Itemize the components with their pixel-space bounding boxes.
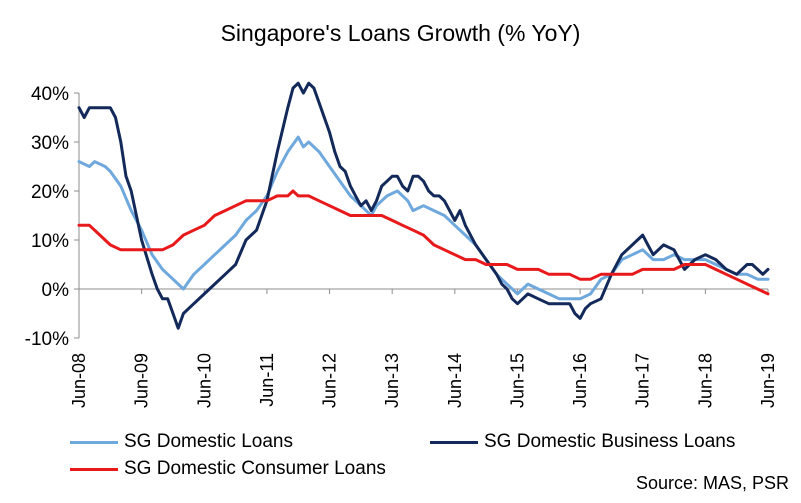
x-tick-label: Jun-15 bbox=[507, 353, 527, 408]
y-tick-label: 40% bbox=[31, 84, 69, 105]
legend-swatch-sg-domestic-consumer-loans bbox=[70, 467, 118, 471]
x-tick-label: Jun-10 bbox=[194, 353, 214, 408]
source-note: Source: MAS, PSR bbox=[635, 473, 789, 493]
x-tick-label: Jun-11 bbox=[257, 353, 277, 407]
series-line-sg-domestic-business-loans bbox=[77, 81, 770, 330]
legend-label-sg-domestic-consumer-loans: SG Domestic Consumer Loans bbox=[124, 458, 386, 479]
legend-item-sg-domestic-loans: SG Domestic Loans bbox=[70, 431, 293, 453]
series-line-sg-domestic-loans bbox=[77, 135, 770, 301]
legend-label-sg-domestic-loans: SG Domestic Loans bbox=[124, 431, 293, 452]
legend-swatch-sg-domestic-loans bbox=[70, 440, 118, 444]
x-tick-label: Jun-08 bbox=[69, 353, 89, 408]
legend-item-sg-domestic-business-loans: SG Domestic Business Loans bbox=[430, 431, 735, 453]
y-tick-label: 10% bbox=[31, 231, 69, 252]
chart-series-lines bbox=[77, 81, 770, 330]
y-tick-label: 30% bbox=[31, 133, 69, 154]
x-tick-label: Jun-14 bbox=[445, 353, 465, 408]
legend-swatch-sg-domestic-business-loans bbox=[430, 440, 478, 444]
x-tick-label: Jun-19 bbox=[758, 353, 778, 408]
series-line-sg-domestic-consumer-loans bbox=[77, 189, 770, 296]
x-tick-label: Jun-17 bbox=[633, 353, 653, 408]
x-tick-label: Jun-18 bbox=[695, 353, 715, 408]
x-tick-label: Jun-12 bbox=[320, 353, 340, 408]
x-tick-label: Jun-09 bbox=[132, 353, 152, 408]
legend-label-sg-domestic-business-loans: SG Domestic Business Loans bbox=[484, 431, 736, 452]
x-tick-label: Jun-16 bbox=[570, 353, 590, 408]
y-tick-label: -10% bbox=[25, 329, 69, 350]
legend-item-sg-domestic-consumer-loans: SG Domestic Consumer Loans bbox=[70, 458, 386, 480]
y-tick-label: 0% bbox=[42, 280, 70, 301]
chart-title: Singapore's Loans Growth (% YoY) bbox=[220, 20, 581, 46]
x-tick-label: Jun-13 bbox=[382, 353, 402, 408]
chart-axes: -10% 0% 10% 20% 30% 40% Jun-08 Jun-09 Jun-10 Jun-… bbox=[25, 84, 778, 408]
y-tick-label: 20% bbox=[31, 182, 69, 203]
